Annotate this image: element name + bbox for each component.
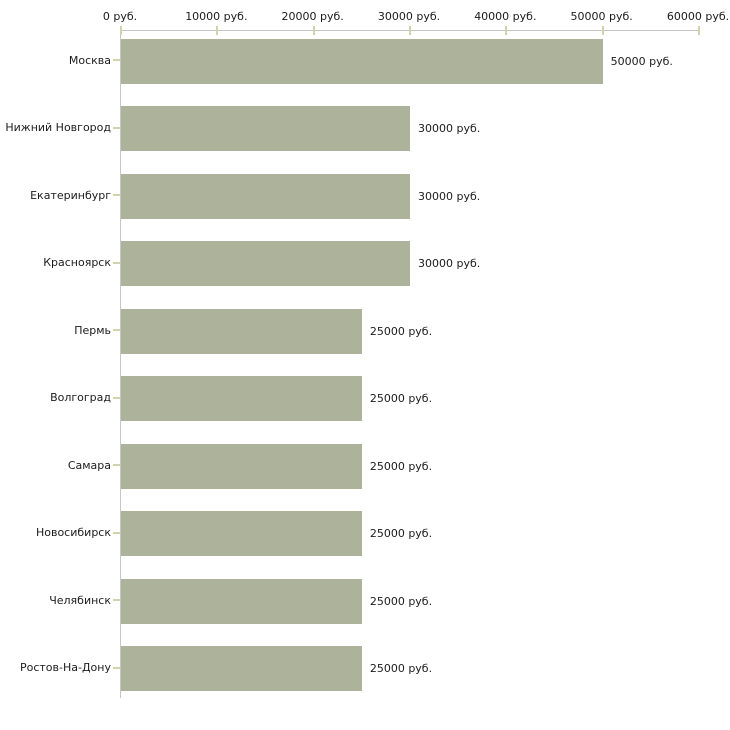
category-tick-mark: [113, 666, 120, 669]
bar-value-label: 30000 руб.: [418, 122, 481, 136]
category-label: Челябинск: [49, 593, 111, 607]
x-axis-tick-label: 50000 руб.: [570, 10, 633, 23]
category-tick-mark: [113, 126, 120, 129]
bar-5: [121, 308, 362, 354]
x-axis-tick-label: 60000 руб.: [666, 10, 730, 23]
bar-1: [121, 38, 603, 84]
bar-3: [121, 173, 410, 219]
category-tick-mark: [113, 396, 120, 399]
x-axis-tick-mark: [120, 26, 122, 35]
bar-value-label: 25000 руб.: [369, 527, 433, 541]
category-tick-mark: [113, 59, 120, 61]
category-label: Новосибирск: [35, 526, 111, 540]
x-axis-tick-label: 20000 руб.: [281, 10, 344, 23]
category-label: Нижний Новгород: [5, 121, 111, 135]
category-label: Пермь: [74, 323, 111, 337]
category-tick-mark: [113, 464, 120, 467]
category-tick-mark: [113, 194, 120, 197]
x-axis-tick-mark: [216, 26, 219, 35]
category-label: Ростов-На-Дону: [19, 661, 111, 675]
bar-value-label: 30000 руб.: [418, 189, 481, 203]
category-label: Екатеринбург: [30, 188, 111, 202]
bar-7: [121, 443, 362, 489]
x-axis-tick-label: 40000 руб.: [474, 10, 537, 23]
bar-value-label: 50000 руб.: [610, 54, 673, 68]
bar-6: [121, 376, 362, 422]
category-label: Москва: [68, 53, 111, 67]
plot-area: 50000 руб. 30000 руб. 30000 руб. 30000 руб.…: [120, 26, 700, 698]
category-tick-mark: [113, 329, 120, 332]
x-axis-tick-mark: [409, 26, 411, 35]
category-tick-mark: [113, 531, 120, 534]
bar-10: [121, 646, 362, 692]
bar-8: [121, 511, 362, 557]
bar-value-label: 25000 руб.: [369, 392, 433, 406]
bar-9: [121, 578, 362, 624]
bar-2: [121, 106, 410, 152]
category-label: Самара: [67, 458, 111, 472]
x-axis-tick-mark: [505, 26, 508, 35]
bar-value-label: 25000 руб.: [369, 324, 433, 338]
bar-value-label: 30000 руб.: [418, 257, 481, 271]
x-axis-tick-mark: [312, 26, 315, 35]
category-label: Волгоград: [50, 391, 111, 405]
category-tick-mark: [113, 599, 120, 602]
x-axis-tick-label: 0 руб.: [102, 10, 138, 23]
x-axis-tick-mark: [601, 26, 604, 35]
category-tick-mark: [113, 261, 120, 264]
x-axis-tick-label: 30000 руб.: [377, 10, 441, 23]
bar-value-label: 25000 руб.: [369, 594, 433, 608]
bar-4: [121, 241, 410, 287]
bar-value-label: 25000 руб.: [369, 459, 433, 473]
x-axis-tick-mark: [698, 26, 700, 35]
bar-value-label: 25000 руб.: [369, 662, 433, 676]
x-axis-tick-label: 10000 руб.: [185, 10, 248, 23]
category-label: Красноярск: [43, 256, 111, 270]
